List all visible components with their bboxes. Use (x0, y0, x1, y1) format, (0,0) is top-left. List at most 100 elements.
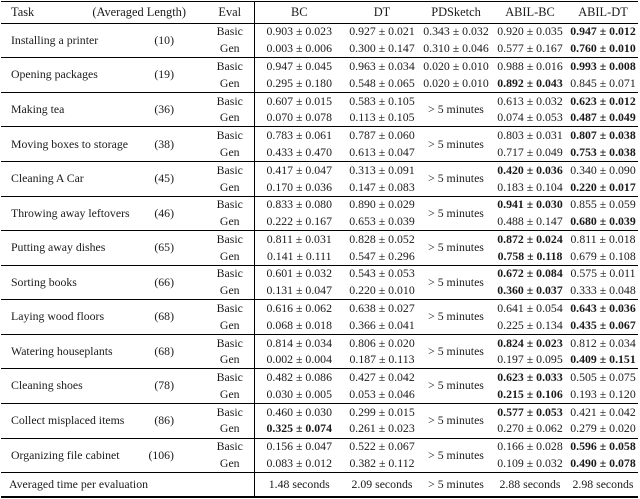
task-averaged-length: (19) (154, 67, 174, 82)
footer-label: Averaged time per evaluation (1, 472, 254, 498)
abil-bc-value-cell: 0.488 ± 0.147 (497, 214, 563, 229)
abil-dt-value-cell: 0.680 ± 0.039 (570, 214, 636, 229)
table-row-gen: Gen 0.131 ± 0.047 0.220 ± 0.010 0.360 ± 0.0… (1, 282, 638, 300)
abil-dt-value-cell: 0.340 ± 0.090 (568, 161, 638, 179)
abil-bc-value-cell: 0.758 ± 0.118 (497, 248, 563, 263)
abil-bc-value-cell: 0.215 ± 0.106 (497, 386, 563, 401)
task-name: Organizing file cabinet (11, 447, 120, 462)
eval-basic-cell: Basic (206, 368, 254, 387)
bc-value-cell: 0.482 ± 0.086 (253, 368, 344, 387)
task-cell: Laying wood floors (68) (1, 299, 206, 335)
dt-value-cell: 0.299 ± 0.015 (344, 402, 420, 421)
header-bc: BC (253, 1, 344, 24)
bc-value-cell: 0.814 ± 0.034 (253, 333, 344, 352)
table-row-basic: Moving boxes to storage (38) Basic 0.783 ± … (1, 126, 638, 162)
pdsketch-value-cell: 0.020 ± 0.010 (420, 57, 492, 76)
abil-bc-value-cell: 0.197 ± 0.095 (497, 352, 563, 367)
eval-basic-cell: Basic (206, 437, 254, 456)
footer-row: Averaged time per evaluation 1.48 second… (1, 472, 638, 498)
task-averaged-length: (68) (154, 343, 174, 358)
task-averaged-length: (106) (148, 447, 174, 462)
abil-dt-value-cell: 0.333 ± 0.048 (570, 283, 636, 298)
eval-basic-cell: Basic (206, 195, 254, 214)
task-cell: Organizing file cabinet (106) (1, 437, 206, 473)
task-cell: Collect misplaced items (86) (1, 402, 206, 439)
dt-value-cell: 0.220 ± 0.010 (349, 283, 415, 298)
abil-bc-value-cell: 0.717 ± 0.049 (497, 144, 563, 159)
eval-basic-cell: Basic (206, 230, 254, 248)
task-name: Making tea (11, 101, 65, 116)
header-abil-bc: ABIL-BC (492, 1, 568, 24)
abil-bc-value-cell: 0.577 ± 0.053 (492, 402, 568, 421)
task-cell: Installing a printer (10) (1, 22, 206, 58)
bc-value-cell: 0.783 ± 0.061 (253, 126, 344, 145)
bc-value-cell: 0.141 ± 0.111 (253, 247, 344, 266)
abil-bc-value-cell: 0.360 ± 0.037 (497, 283, 563, 298)
dt-value-cell: 0.543 ± 0.053 (344, 264, 420, 283)
task-cell: Opening packages (19) (1, 57, 206, 93)
pdsketch-value-cell: 0.020 ± 0.010 (423, 75, 489, 90)
abil-bc-value-cell: 0.872 ± 0.024 (492, 230, 568, 248)
table-row-gen: Gen 0.083 ± 0.012 0.382 ± 0.112 0.109 ± 0.0… (1, 455, 638, 473)
table-row-gen: Gen 0.170 ± 0.036 0.147 ± 0.083 0.183 ± 0.1… (1, 178, 638, 197)
bc-value-cell: 0.833 ± 0.080 (253, 195, 344, 214)
abil-bc-value-cell: 0.920 ± 0.035 (492, 22, 568, 41)
task-averaged-length: (38) (154, 136, 174, 151)
eval-basic-cell: Basic (206, 161, 254, 179)
eval-basic-cell: Basic (206, 264, 254, 283)
table-row-gen: Gen 0.295 ± 0.180 0.548 ± 0.065 0.020 ± 0.0… (1, 75, 638, 93)
eval-basic-cell: Basic (206, 402, 254, 421)
abil-dt-value-cell: 0.643 ± 0.036 (568, 299, 638, 318)
abil-bc-value-cell: 0.824 ± 0.023 (492, 333, 568, 352)
bc-value-cell: 0.811 ± 0.031 (253, 230, 344, 248)
footer-abil-dt-time: 2.98 seconds (568, 472, 638, 498)
pdsketch-timeout-cell: > 5 minutes (420, 230, 492, 266)
footer-pdsketch-time: > 5 minutes (420, 472, 492, 498)
table-row-basic: Making tea (36) Basic 0.607 ± 0.015 0.583 ± … (1, 91, 638, 127)
footer-abil-bc-time: 2.88 seconds (492, 472, 568, 498)
eval-gen-cell: Gen (219, 386, 240, 401)
pdsketch-timeout-cell: > 5 minutes (420, 161, 492, 197)
abil-dt-value-cell: 0.679 ± 0.108 (570, 248, 636, 263)
bc-value-cell: 0.083 ± 0.012 (253, 455, 344, 473)
header-row: Task (Averaged Length) Eval BC DT PDSket… (1, 1, 638, 24)
abil-dt-value-cell: 0.855 ± 0.059 (568, 195, 638, 214)
abil-bc-value-cell: 0.420 ± 0.036 (492, 161, 568, 179)
eval-gen-cell: Gen (219, 283, 240, 298)
abil-dt-value-cell: 0.490 ± 0.078 (570, 456, 636, 470)
eval-gen-cell: Gen (219, 214, 240, 229)
task-name: Putting away dishes (11, 240, 106, 255)
abil-dt-value-cell: 0.753 ± 0.038 (570, 144, 636, 159)
header-pdsketch: PDSketch (420, 1, 492, 24)
eval-gen-cell: Gen (219, 144, 240, 159)
table-row-gen: Gen 0.433 ± 0.470 0.613 ± 0.047 0.717 ± 0.0… (1, 144, 638, 162)
abil-dt-value-cell: 0.760 ± 0.010 (570, 41, 636, 56)
abil-bc-value-cell: 0.613 ± 0.032 (492, 91, 568, 110)
footer-bc-time: 1.48 seconds (253, 472, 344, 498)
bc-value-cell: 0.417 ± 0.047 (253, 161, 344, 179)
bc-value-cell: 0.601 ± 0.032 (253, 264, 344, 283)
dt-value-cell: 0.522 ± 0.067 (344, 437, 420, 456)
abil-dt-value-cell: 0.505 ± 0.075 (568, 368, 638, 387)
task-name: Collect misplaced items (11, 413, 125, 428)
abil-bc-value-cell: 0.577 ± 0.167 (497, 41, 563, 56)
dt-value-cell: 0.890 ± 0.029 (344, 195, 420, 214)
abil-bc-value-cell: 0.803 ± 0.031 (492, 126, 568, 145)
abil-dt-value-cell: 0.845 ± 0.071 (570, 75, 636, 90)
task-cell: Cleaning shoes (78) (1, 368, 206, 404)
table-row-basic: Collect misplaced items (86) Basic 0.460 ± … (1, 402, 638, 439)
task-name: Laying wood floors (11, 309, 105, 324)
header-dt: DT (344, 1, 420, 24)
bc-value-cell: 0.325 ± 0.074 (253, 420, 344, 439)
task-name: Moving boxes to storage (11, 136, 128, 151)
bc-value-cell: 0.070 ± 0.078 (253, 109, 344, 127)
task-averaged-length: (68) (154, 309, 174, 324)
task-cell: Cleaning A Car (45) (1, 161, 206, 197)
abil-bc-value-cell: 0.672 ± 0.084 (492, 264, 568, 283)
task-name: Cleaning A Car (11, 171, 84, 186)
bc-value-cell: 0.460 ± 0.030 (253, 402, 344, 421)
bc-value-cell: 0.222 ± 0.167 (253, 213, 344, 231)
pdsketch-timeout-cell: > 5 minutes (420, 437, 492, 473)
bc-value-cell: 0.607 ± 0.015 (253, 91, 344, 110)
